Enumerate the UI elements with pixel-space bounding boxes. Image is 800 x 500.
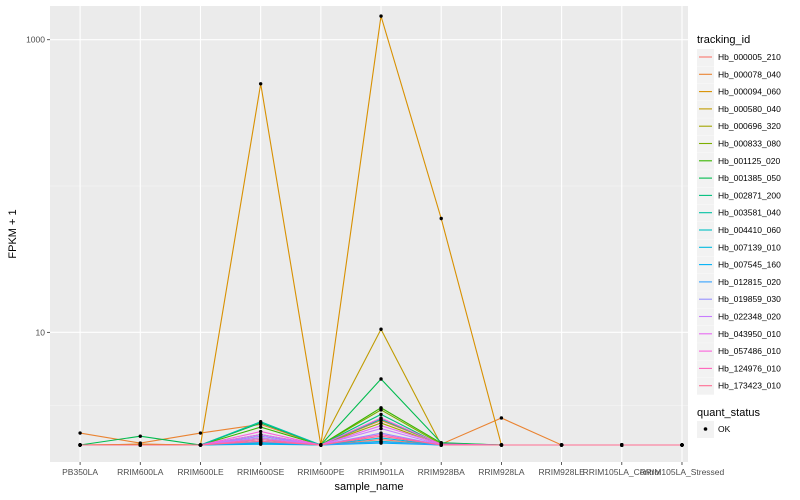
- x-tick-label: RRIM901LA: [358, 467, 405, 477]
- x-tick-label: RRIM600SE: [237, 467, 285, 477]
- legend-key-point: [703, 427, 708, 431]
- legend-label: Hb_000833_080: [718, 139, 781, 149]
- data-point: [499, 416, 504, 420]
- plot-panel: [50, 6, 688, 462]
- legend-label: Hb_000580_040: [718, 104, 781, 114]
- data-point: [138, 434, 142, 438]
- data-point: [138, 443, 142, 447]
- legend-label: Hb_007545_160: [718, 260, 781, 270]
- x-tick-label: RRIM105LA_Stressed: [640, 467, 725, 477]
- legend: tracking_id Hb_000005_210Hb_000078_040Hb…: [697, 34, 781, 438]
- legend-label: Hb_007139_010: [718, 242, 781, 252]
- x-tick-label: RRIM928LE: [538, 467, 585, 477]
- legend-label: Hb_000094_060: [718, 87, 781, 97]
- x-tick-label: RRIM600LA: [117, 467, 164, 477]
- y-tick-label: 10: [36, 327, 46, 337]
- data-point: [379, 424, 383, 428]
- legend-label: Hb_057486_010: [718, 346, 781, 356]
- legend-label: Hb_002871_200: [718, 190, 781, 200]
- y-axis: 10 1000: [26, 35, 50, 337]
- legend-label: Hb_000696_320: [718, 121, 781, 131]
- data-point: [620, 443, 624, 447]
- legend-title-quant-status: quant_status: [697, 407, 760, 419]
- data-point: [379, 14, 383, 18]
- data-point: [78, 443, 82, 447]
- data-point: [379, 416, 383, 420]
- legend-label: Hb_003581_040: [718, 208, 781, 218]
- legend-label: Hb_022348_020: [718, 312, 781, 322]
- legend-label: Hb_173423_010: [718, 381, 781, 391]
- data-point: [499, 443, 504, 447]
- data-point: [198, 431, 203, 435]
- data-points: [78, 14, 684, 447]
- data-point: [319, 443, 323, 447]
- minor-grid: [50, 185, 688, 406]
- legend-label: Hb_043950_010: [718, 329, 781, 339]
- data-point: [680, 443, 684, 447]
- data-point: [258, 432, 263, 437]
- x-axis-title: sample_name: [334, 481, 403, 493]
- legend-title-tracking-id: tracking_id: [697, 34, 750, 46]
- data-point: [78, 431, 82, 435]
- legend-label: OK: [718, 424, 731, 434]
- data-point: [198, 443, 203, 447]
- legend-items: Hb_000005_210 Hb_000078_040 Hb_000094_060 H…: [697, 49, 781, 395]
- legend-label: Hb_001385_050: [718, 173, 781, 183]
- x-tick-label: RRIM105LA_Control: [583, 467, 662, 477]
- x-axis: PB350LA RRIM600LA RRIM600LE RRIM600SE RRIM60…: [62, 462, 725, 477]
- data-point: [379, 412, 383, 417]
- data-point: [379, 426, 383, 431]
- legend-label: Hb_019859_030: [718, 294, 781, 304]
- legend-label: Hb_001125_020: [718, 156, 781, 166]
- data-point: [258, 82, 263, 86]
- data-point: [258, 420, 263, 424]
- legend-label: Hb_004410_060: [718, 225, 781, 235]
- data-point: [379, 406, 383, 410]
- data-point: [379, 434, 383, 438]
- x-tick-label: PB350LA: [62, 467, 98, 477]
- data-point: [258, 439, 263, 444]
- data-point: [379, 377, 383, 381]
- legend-label: Hb_000078_040: [718, 69, 781, 79]
- data-point: [439, 216, 443, 221]
- data-point: [379, 440, 383, 444]
- data-point: [379, 327, 383, 331]
- data-point: [258, 425, 263, 429]
- x-tick-label: RRIM928LA: [478, 467, 525, 477]
- legend-label: Hb_000005_210: [718, 52, 781, 62]
- major-grid: [50, 6, 688, 462]
- data-point: [379, 421, 383, 425]
- data-point: [559, 443, 564, 447]
- data-point: [439, 443, 443, 447]
- legend-label: Hb_124976_010: [718, 363, 781, 373]
- x-tick-label: RRIM928BA: [418, 467, 466, 477]
- legend-status-items: OK: [697, 421, 731, 438]
- y-tick-label: 1000: [26, 35, 45, 45]
- y-axis-title: FPKM + 1: [7, 209, 19, 258]
- x-tick-label: RRIM600LE: [177, 467, 224, 477]
- legend-label: Hb_012815_020: [718, 277, 781, 287]
- x-tick-label: RRIM600PE: [297, 467, 345, 477]
- data-point: [258, 429, 263, 434]
